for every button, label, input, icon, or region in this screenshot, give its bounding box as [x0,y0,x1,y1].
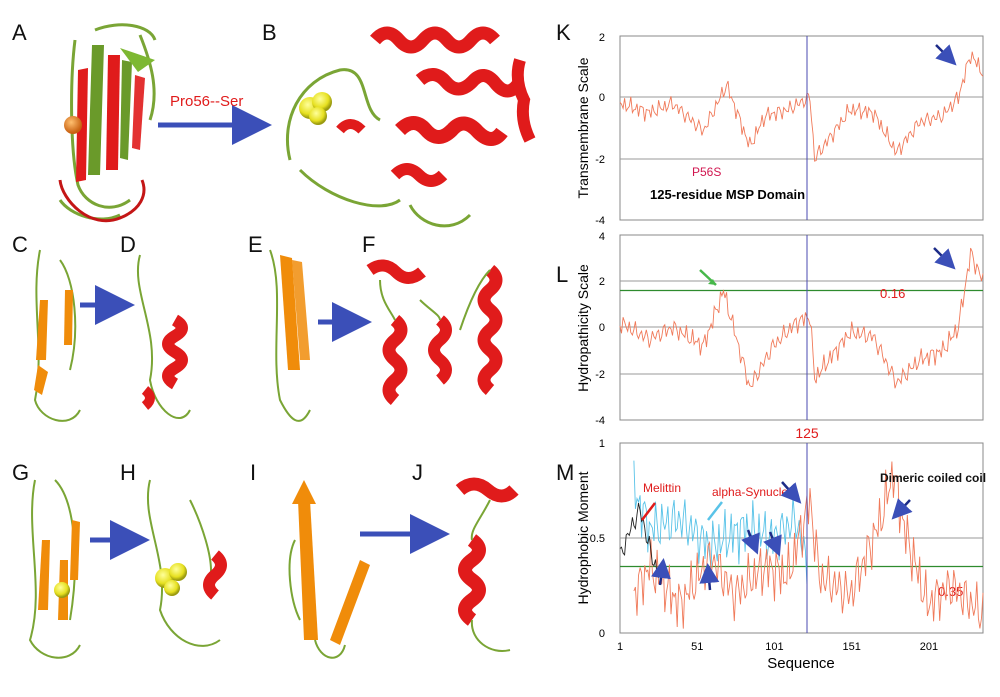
panel-letter-l: L [556,262,569,287]
chart-l-ylabel: Hydropathicity Scale [575,264,591,392]
chart-l-threshold-label: 0.16 [880,286,905,301]
chart-k-frame [619,35,984,221]
chart-m-arrow-synuclein [707,501,723,521]
panel-letter-b: B [262,20,277,45]
structure-b [285,26,536,228]
chart-l-arrow [933,247,956,270]
chart-l-divider-label: 125 [795,425,819,441]
chart-k-ytick-2: -2 [595,154,605,166]
chart-m-arrow-5 [651,558,671,586]
chart-l-ytick-1: 2 [599,276,605,288]
panel-letter-i: I [250,460,257,485]
chart-m-label-melittin: Melittin [643,481,681,495]
structure-h [146,479,227,647]
chart-m-arrow-1 [780,481,802,504]
structure-i [288,480,370,659]
chart-k-annotation-msp: 125-residue MSP Domain [650,187,805,202]
chart-m-label-synuclein: alpha-Synuclein [712,485,797,499]
chart-k-series-line [619,51,984,162]
chart-k-ytick-1: 0 [599,92,605,104]
structure-e [269,249,311,422]
chart-m-arrow-3 [741,529,760,555]
panel-letter-d: D [120,232,136,257]
chart-m-xlabel: Sequence [767,655,835,672]
structure-j [455,477,519,652]
structure-a [58,23,157,223]
chart-k-ytick-0: 2 [599,32,605,44]
chart-l: 0.16 4 2 0 -2 -4 Hydropathicity Scale 12… [575,231,984,441]
structure-c [33,249,81,422]
chart-m-ylabel: Hydrophobic Moment [575,471,591,604]
chart-m-label-coiled-coil: Dimeric coiled coil [880,471,986,485]
chart-m-threshold-label: 0.35 [938,584,963,599]
panel-letter-a: A [12,20,27,45]
chart-k: 2 0 -2 -4 Transmembrane Scale P56S 125-r… [575,32,984,227]
chart-l-green-arrowhead [708,279,716,285]
structure-d [136,254,191,420]
chart-m-arrow-6 [699,563,720,591]
chart-m-ytick-0: 1 [599,438,605,450]
chart-l-series-line [619,247,984,389]
chart-l-ytick-3: -2 [595,369,605,381]
chart-k-arrow [935,44,957,66]
chart-m-xtick-3: 151 [843,641,861,653]
chart-k-ytick-3: -4 [595,215,605,227]
panel-letter-e: E [248,232,263,257]
chart-k-annotation-p56s: P56S [692,165,721,179]
chart-m-ytick-1: 0.5 [590,533,605,545]
chart-m-arrow-melittin [641,502,656,521]
chart-m: 0.35 1 0.5 0 Hydrophobic Moment 1 51 101… [575,438,986,672]
chart-l-ytick-2: 0 [599,322,605,334]
chart-m-xtick-4: 201 [920,641,938,653]
chart-m-xtick-2: 101 [765,641,783,653]
panel-letter-g: G [12,460,30,485]
panel-letter-m: M [556,460,575,485]
panel-letter-j: J [412,460,423,485]
panel-letter-c: C [12,232,28,257]
chart-l-ytick-0: 4 [599,231,605,243]
panel-letter-k: K [556,20,571,45]
structure-f [366,259,503,405]
chart-l-ytick-4: -4 [595,415,605,427]
chart-m-xtick-1: 51 [691,641,703,653]
chart-m-series-line [633,461,984,629]
chart-m-ytick-2: 0 [599,628,605,640]
chart-m-xtick-0: 1 [617,641,623,653]
mutation-label: Pro56--Ser [170,93,243,110]
panel-letter-h: H [120,460,136,485]
chart-k-ylabel: Transmembrane Scale [575,57,591,198]
chart-m-arrow-4 [763,531,782,557]
structure-g [28,479,81,659]
panel-letter-f: F [362,232,376,257]
chart-m-arrow-2 [891,498,913,520]
